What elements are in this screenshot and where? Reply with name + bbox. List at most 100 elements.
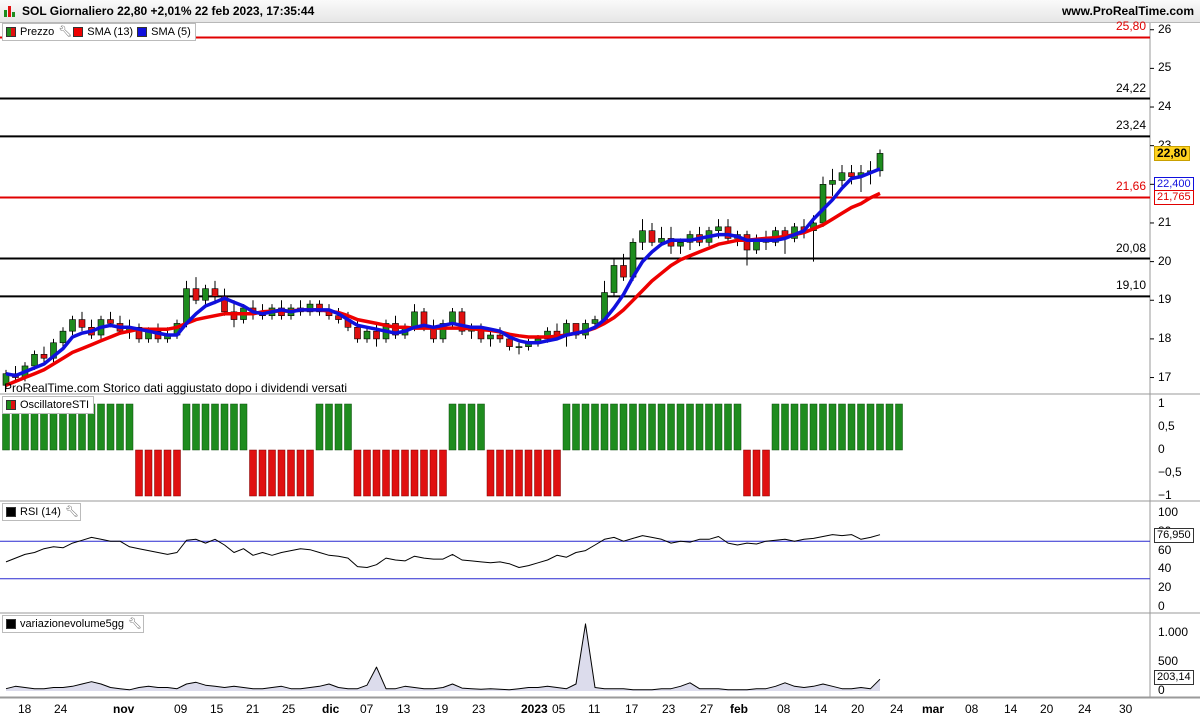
- x-axis-label: 08: [777, 702, 791, 716]
- sti-bar-down: [135, 449, 143, 497]
- sti-bar-up: [467, 403, 476, 451]
- candle-body: [306, 303, 314, 313]
- rsi-value-tag: 76,950: [1154, 527, 1194, 543]
- sti-bar-up: [201, 403, 210, 451]
- wrench-icon[interactable]: 🔧︎: [58, 25, 73, 38]
- sti-bar-down: [762, 449, 770, 497]
- candle-body: [373, 330, 380, 340]
- sti-bar-down: [553, 449, 561, 497]
- x-axis-label: feb: [730, 702, 748, 716]
- sti-bar-down: [505, 449, 514, 497]
- x-axis-label: 30: [1119, 702, 1133, 716]
- candle-body: [363, 330, 371, 340]
- volume-axis-label: 0: [1158, 683, 1165, 697]
- sti-bar-up: [800, 403, 808, 451]
- sti-bar-up: [876, 403, 884, 451]
- sti-bar-down: [268, 449, 276, 497]
- sti-bar-up: [676, 403, 685, 451]
- sti-bar-up: [847, 403, 856, 451]
- x-axis-label: 24: [1078, 702, 1092, 716]
- x-axis-label: 24: [890, 702, 904, 716]
- sti-bar-up: [182, 403, 191, 451]
- sti-bar-up: [97, 403, 105, 451]
- x-axis-label: 21: [246, 702, 260, 716]
- sti-bar-up: [733, 403, 742, 451]
- sti-axis-label: −1: [1158, 488, 1172, 502]
- candle-body: [354, 327, 361, 340]
- sti-bar-up: [600, 403, 609, 451]
- x-axis-label: 27: [700, 702, 714, 716]
- candle-body: [439, 323, 447, 340]
- rsi-axis-label: 40: [1158, 561, 1172, 576]
- price-axis-label: 26: [1158, 21, 1172, 36]
- price-axis-label: 21: [1158, 214, 1172, 229]
- price-axis-label: 25: [1158, 60, 1172, 75]
- rsi-swatch-icon: [6, 507, 16, 517]
- candle-body: [183, 288, 190, 324]
- candle-body: [221, 296, 228, 313]
- candle-body: [487, 334, 494, 340]
- site-link[interactable]: www.ProRealTime.com: [1061, 4, 1194, 18]
- candle-body: [876, 153, 884, 172]
- x-axis-label: 20: [1040, 702, 1054, 716]
- sti-bar-up: [819, 403, 827, 451]
- rsi-axis-label: 60: [1158, 542, 1172, 557]
- sti-legend-label: OscillatoreSTI: [20, 399, 90, 411]
- candle-body: [591, 319, 599, 324]
- x-axis-label: dic: [322, 702, 340, 716]
- rsi-legend[interactable]: RSI (14) 🔧︎: [2, 503, 81, 521]
- x-axis-label: 14: [814, 702, 828, 716]
- x-axis-label: 20: [851, 702, 865, 716]
- candle-body: [610, 265, 618, 293]
- sti-bar-up: [657, 403, 666, 451]
- candle-body: [724, 226, 732, 239]
- sti-bar-down: [486, 449, 495, 497]
- sti-bar-down: [144, 449, 153, 497]
- x-axis-label: nov: [113, 702, 135, 716]
- sti-bar-down: [391, 449, 400, 497]
- level-label: 21,66: [1115, 179, 1146, 194]
- sti-bar-up: [619, 403, 628, 451]
- sti-bar-down: [410, 449, 419, 497]
- price-legend[interactable]: Prezzo 🔧︎ SMA (13) SMA (5): [2, 23, 196, 41]
- x-axis-label: 14: [1004, 702, 1018, 716]
- sti-bar-up: [562, 403, 571, 451]
- level-label: 20,08: [1115, 240, 1146, 255]
- candle-body: [40, 354, 48, 359]
- sti-bar-up: [344, 403, 352, 451]
- candle-body: [78, 319, 86, 328]
- level-label: 24,22: [1115, 80, 1146, 95]
- level-label: 19,10: [1115, 278, 1146, 293]
- candle-body: [211, 288, 219, 297]
- sti-bar-up: [828, 403, 837, 451]
- candle-body: [59, 330, 67, 344]
- sti-bar-up: [116, 403, 124, 451]
- candle-body: [392, 323, 399, 336]
- sti-bar-up: [648, 403, 656, 451]
- sti-bar-down: [524, 449, 533, 497]
- sti-bar-up: [695, 403, 704, 451]
- price-legend-label: Prezzo: [20, 26, 55, 38]
- candle-body: [506, 338, 513, 347]
- sti-bar-up: [714, 403, 723, 451]
- candle-body: [838, 172, 846, 181]
- candle-body: [677, 241, 684, 247]
- chart-icon: [4, 5, 16, 17]
- sti-bar-up: [638, 403, 647, 451]
- candle-body: [69, 319, 76, 332]
- sti-legend[interactable]: OscillatoreSTI: [2, 396, 95, 414]
- candle-body: [31, 354, 38, 367]
- candle-body: [819, 184, 827, 224]
- sti-swatch-icon: [6, 400, 16, 410]
- x-axis-label: mar: [922, 702, 945, 716]
- volume-legend[interactable]: variazionevolume5gg 🔧︎: [2, 615, 144, 633]
- price-axis-label: 20: [1158, 253, 1172, 268]
- x-axis-label: 15: [210, 702, 224, 716]
- x-axis-label: 19: [435, 702, 449, 716]
- wrench-icon[interactable]: 🔧︎: [64, 505, 79, 518]
- sti-bar-down: [154, 449, 162, 497]
- sti-bar-up: [667, 403, 675, 451]
- wrench-icon[interactable]: 🔧︎: [127, 617, 142, 630]
- rsi-axis-label: 20: [1158, 580, 1172, 595]
- sti-bar-up: [629, 403, 637, 451]
